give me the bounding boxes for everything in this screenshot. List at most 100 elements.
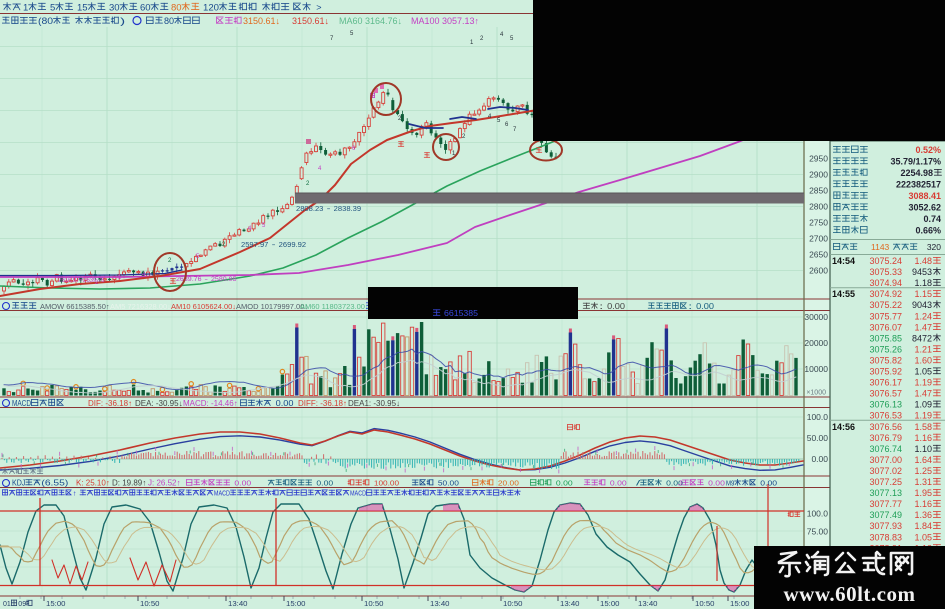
svg-text:6: 6 (505, 122, 509, 128)
svg-text:2254.98: 2254.98 (900, 168, 933, 178)
svg-text:1.31: 1.31 (914, 477, 932, 487)
svg-text:2597.97: 2597.97 (241, 242, 269, 249)
svg-text:100.0: 100.0 (807, 412, 829, 422)
svg-text:0.00: 0.00 (760, 479, 777, 488)
svg-text:J: J (678, 479, 682, 488)
svg-text:3074.94: 3074.94 (869, 278, 902, 288)
svg-text:3076.53: 3076.53 (869, 411, 902, 421)
svg-text:-: - (327, 206, 332, 213)
svg-text:6615385: 6615385 (444, 309, 479, 318)
svg-text:1.19: 1.19 (914, 411, 932, 421)
svg-text:-: - (272, 242, 277, 249)
svg-text:2: 2 (480, 36, 484, 42)
svg-text:0.00: 0.00 (607, 302, 626, 311)
svg-text:100.0: 100.0 (807, 509, 829, 519)
svg-text:1: 1 (470, 40, 474, 46)
svg-text:1.25: 1.25 (914, 466, 932, 476)
svg-text:2: 2 (398, 116, 402, 122)
svg-text:10:50: 10:50 (503, 599, 523, 608)
svg-text:3076.56: 3076.56 (869, 422, 902, 432)
svg-text:2: 2 (462, 134, 466, 140)
svg-text:4: 4 (488, 114, 492, 120)
svg-text:2: 2 (168, 258, 172, 264)
svg-text:1.84: 1.84 (914, 521, 932, 531)
svg-text:2639.76: 2639.76 (176, 276, 202, 283)
svg-text:2808.23: 2808.23 (296, 206, 324, 213)
svg-text:1.15: 1.15 (914, 289, 932, 299)
svg-text:50.00: 50.00 (807, 433, 829, 443)
svg-text:AM5 7216328.00↓: AM5 7216328.00↓ (110, 302, 171, 311)
svg-text:14:54: 14:54 (832, 256, 855, 266)
svg-text:3077.02: 3077.02 (869, 466, 902, 476)
svg-text:14:55: 14:55 (832, 289, 855, 299)
svg-text:2580.95: 2580.95 (211, 276, 237, 283)
svg-text:DEA: -30.95↓: DEA: -30.95↓ (135, 399, 183, 408)
svg-text:0.00: 0.00 (610, 479, 627, 488)
svg-text:75.00: 75.00 (807, 527, 829, 537)
svg-text:30: 30 (109, 3, 120, 14)
svg-text:MACD: MACD (12, 398, 31, 408)
svg-text:3075.22: 3075.22 (869, 300, 902, 310)
svg-text:3074.92: 3074.92 (869, 289, 902, 299)
svg-text:0.52%: 0.52% (915, 145, 941, 155)
svg-text:50.00: 50.00 (438, 479, 459, 488)
svg-text:14:56: 14:56 (832, 422, 855, 432)
svg-text:0.00: 0.00 (811, 454, 828, 464)
svg-text:1.95: 1.95 (914, 488, 932, 498)
svg-text:1.47: 1.47 (914, 322, 932, 332)
svg-text:13:40: 13:40 (560, 599, 580, 608)
svg-text:1.18: 1.18 (914, 278, 932, 288)
svg-text:3075.26: 3075.26 (869, 344, 902, 354)
svg-text:0.00: 0.00 (556, 479, 573, 488)
svg-text:2900: 2900 (809, 170, 828, 180)
svg-text:15:00: 15:00 (46, 599, 66, 608)
svg-text:2650: 2650 (809, 250, 828, 260)
svg-text:9043: 9043 (912, 300, 932, 310)
svg-text:/: / (636, 479, 642, 488)
svg-text:3076.07: 3076.07 (869, 322, 902, 332)
svg-text:9453: 9453 (912, 267, 932, 277)
svg-text:3075.85: 3075.85 (869, 333, 902, 343)
svg-text:3075.77: 3075.77 (869, 311, 902, 321)
svg-text:2750: 2750 (809, 218, 828, 228)
svg-text:0.66%: 0.66% (915, 226, 941, 236)
svg-text:222382517: 222382517 (896, 180, 941, 190)
svg-text:3052.62: 3052.62 (908, 203, 941, 213)
svg-text:10:50: 10:50 (364, 599, 384, 608)
svg-text:1.60: 1.60 (914, 356, 932, 366)
svg-text:0.00: 0.00 (666, 479, 683, 488)
svg-text:MA100 3057.13↑: MA100 3057.13↑ (411, 16, 479, 26)
svg-text:1.21: 1.21 (914, 344, 932, 354)
svg-text:2600: 2600 (809, 266, 828, 276)
svg-text:M9: M9 (726, 479, 734, 488)
svg-text:0.00: 0.00 (696, 302, 715, 311)
svg-text:0.00: 0.00 (708, 479, 725, 488)
svg-text:1.19: 1.19 (914, 378, 932, 388)
svg-text:K: 25.10↑: K: 25.10↑ (76, 479, 110, 488)
svg-text:0.00: 0.00 (316, 479, 333, 488)
svg-text:13:40: 13:40 (430, 599, 450, 608)
svg-text:3075.24: 3075.24 (869, 256, 902, 266)
svg-text:20000: 20000 (804, 338, 828, 348)
svg-text:MA60 3164.76↓: MA60 3164.76↓ (339, 16, 402, 26)
svg-text:↑: ↑ (73, 489, 77, 498)
svg-text:15:00: 15:00 (600, 599, 620, 608)
svg-text:15:00: 15:00 (286, 599, 306, 608)
svg-text::: : (599, 302, 604, 311)
svg-text:3077.49: 3077.49 (869, 510, 902, 520)
svg-text:10:50: 10:50 (140, 599, 160, 608)
svg-text:1.16: 1.16 (914, 499, 932, 509)
svg-text:7: 7 (513, 127, 517, 133)
svg-text:3076.57: 3076.57 (869, 389, 902, 399)
svg-text:15:00: 15:00 (730, 599, 750, 608)
svg-text:1.24: 1.24 (914, 311, 932, 321)
svg-text:1.10: 1.10 (914, 444, 932, 454)
svg-text:1: 1 (452, 151, 456, 157)
svg-text:4: 4 (248, 226, 252, 232)
svg-text:80: 80 (164, 16, 174, 26)
svg-text:3076.13: 3076.13 (869, 400, 902, 410)
svg-text:3150.61↓: 3150.61↓ (292, 16, 329, 26)
svg-text:MACD: -14.46↑: MACD: -14.46↑ (183, 399, 238, 408)
svg-text:3075.92: 3075.92 (869, 367, 902, 377)
svg-text:3088.41: 3088.41 (908, 191, 941, 201)
